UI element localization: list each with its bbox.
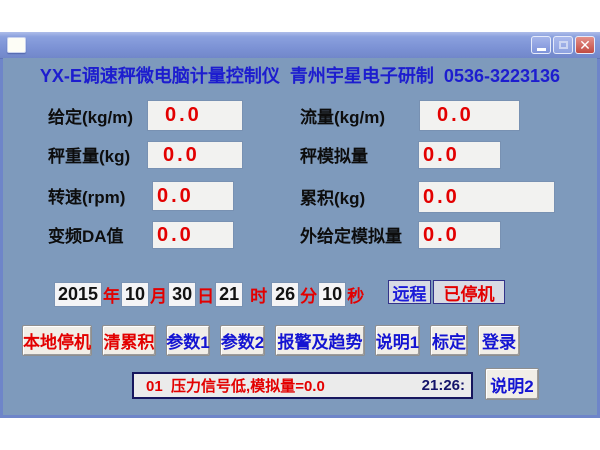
help2-button[interactable]: 说明2 (485, 368, 539, 400)
app-icon (7, 37, 26, 53)
params2-button[interactable]: 参数2 (220, 325, 265, 356)
title-bar[interactable]: ✕ (0, 32, 600, 59)
datetime-row: 2015 年 10 月 30 日 21 时 26 分 (55, 282, 366, 306)
app-window: ✕ YX-E调速秤微电脑计量控制仪 青州宇星电子研制 0536-3223136 … (0, 32, 600, 418)
local-stop-button[interactable]: 本地停机 (22, 325, 92, 356)
hour-value: 21 (216, 282, 243, 306)
field-label-speed: 转速(rpm) (48, 188, 126, 207)
datetime-segment-month: 10 月 (122, 282, 169, 307)
maximize-icon (558, 41, 568, 49)
help1-button[interactable]: 说明1 (375, 325, 420, 356)
field-label-total: 累积(kg) (300, 189, 366, 208)
field-value-scale-weight: 0.0 (148, 142, 242, 168)
datetime-segment-hour: 21 时 (216, 282, 272, 307)
month-unit-label: 月 (150, 286, 168, 306)
minimize-icon (536, 48, 546, 51)
day-value: 30 (169, 282, 196, 306)
alarm-message: 01 压力信号低,模拟量=0.0 (146, 378, 325, 395)
maximize-button[interactable] (553, 36, 573, 54)
status-time: 21:26: (421, 377, 465, 394)
datetime-segment-day: 30 日 (169, 282, 216, 307)
field-label-vfd-da: 变频DA值 (48, 227, 124, 246)
clear-total-button[interactable]: 清累积 (102, 325, 156, 356)
alarm-status-bar: 01 压力信号低,模拟量=0.0 21:26: (132, 372, 473, 399)
login-button[interactable]: 登录 (478, 325, 520, 356)
hour-unit-label: 时 (250, 286, 268, 306)
field-label-ext-setpoint-analog: 外给定模拟量 (300, 227, 402, 246)
field-label-scale-weight: 秤重量(kg) (48, 147, 131, 166)
field-value-vfd-da: 0.0 (153, 222, 233, 248)
calibration-button[interactable]: 标定 (430, 325, 468, 356)
datetime-segment-year: 2015 年 (55, 282, 122, 307)
minimize-button[interactable] (531, 36, 551, 54)
datetime-segment-second: 10 秒 (319, 282, 366, 307)
minute-unit-label: 分 (300, 286, 318, 306)
run-state-badge: 已停机 (433, 280, 505, 304)
close-icon: ✕ (579, 37, 591, 53)
second-value: 10 (319, 282, 346, 306)
params1-button[interactable]: 参数1 (166, 325, 210, 356)
field-label-flow: 流量(kg/m) (300, 108, 385, 127)
field-label-setpoint: 给定(kg/m) (48, 108, 133, 127)
remote-mode-button[interactable]: 远程 (388, 280, 431, 304)
year-unit-label: 年 (103, 286, 121, 306)
alarm-trend-button[interactable]: 报警及趋势 (275, 325, 365, 356)
field-value-setpoint: 0.0 (148, 101, 242, 130)
close-button[interactable]: ✕ (575, 36, 595, 54)
main-button-row: 本地停机 清累积 参数1 参数2 报警及趋势 说明1 标定 登录 (22, 325, 520, 356)
field-value-speed: 0.0 (153, 182, 233, 210)
field-value-scale-analog: 0.0 (419, 142, 500, 168)
datetime-segment-minute: 26 分 (272, 282, 319, 307)
minute-value: 26 (272, 282, 299, 306)
field-value-total: 0.0 (419, 182, 554, 212)
day-unit-label: 日 (197, 286, 215, 306)
month-value: 10 (122, 282, 149, 306)
field-label-scale-analog: 秤模拟量 (300, 147, 368, 166)
second-unit-label: 秒 (347, 286, 365, 306)
field-value-ext-setpoint-analog: 0.0 (419, 222, 500, 248)
client-area: YX-E调速秤微电脑计量控制仪 青州宇星电子研制 0536-3223136 给定… (3, 58, 597, 415)
page-title: YX-E调速秤微电脑计量控制仪 青州宇星电子研制 0536-3223136 (39, 66, 561, 86)
field-value-flow: 0.0 (420, 101, 519, 130)
year-value: 2015 (55, 282, 102, 306)
